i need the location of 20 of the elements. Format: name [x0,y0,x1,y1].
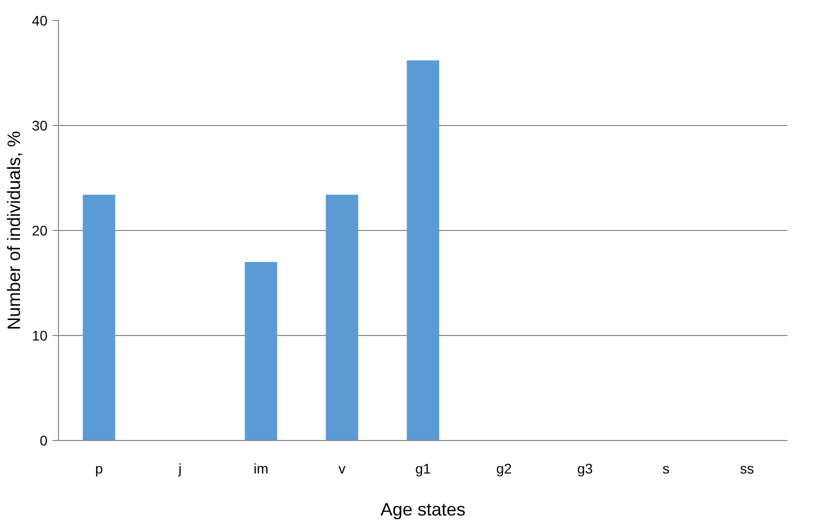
y-tick-label: 40 [32,12,48,28]
y-axis-title: Number of individuals, % [4,130,24,330]
y-tick-label: 10 [32,328,48,344]
y-tick-label: 30 [32,118,48,134]
x-tick-label: ss [740,460,754,476]
x-tick-label: im [254,460,268,476]
bar [406,60,440,440]
x-axis-title: Age states [380,500,466,520]
x-tick-label: p [95,460,104,476]
x-tick-label: g1 [415,460,431,476]
y-tick-label: 20 [32,222,48,238]
bar [326,194,358,440]
x-tick-label: v [338,460,346,476]
x-tick-label: g3 [577,460,593,476]
x-tick-label: j [177,460,182,476]
x-tick-label: g2 [496,460,512,476]
y-tick-label: 0 [40,432,48,448]
bar [244,262,278,440]
x-tick-label: s [662,460,670,476]
bar [82,194,116,440]
